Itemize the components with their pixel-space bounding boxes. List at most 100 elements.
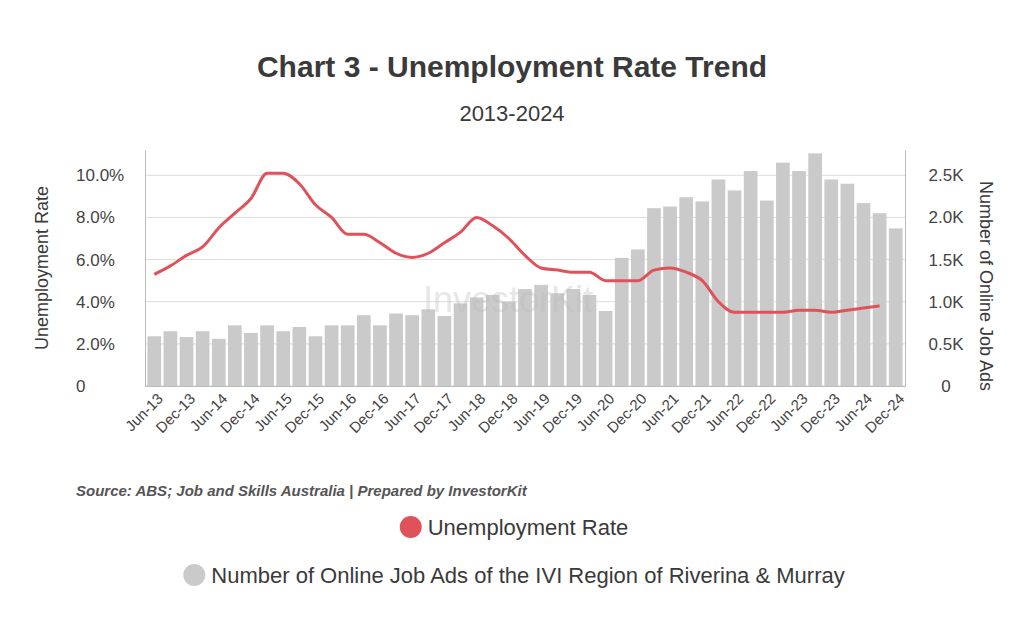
tick-label: Dec-13 [152,390,198,436]
bar [309,336,323,386]
tick-label: Dec-21 [668,390,714,436]
bar [695,201,709,386]
bar [792,171,806,386]
axis-line [145,151,146,387]
tick: 0.5K [905,335,964,354]
subtitle: 2013-2024 [459,101,564,126]
tick-label: 2.0K [929,208,965,227]
tick-label: Dec-22 [732,390,778,436]
bar [599,311,613,386]
tick-label: 2.0% [76,335,115,354]
bar [212,339,226,386]
bar [421,309,435,386]
bar [808,153,822,386]
bar [824,180,838,387]
grid-line [145,259,905,260]
bar [438,316,452,386]
bar [260,325,274,386]
bar [857,203,871,386]
legend-label: Unemployment Rate [428,515,629,540]
legend-marker [400,516,422,538]
tick-label: Dec-15 [281,390,327,436]
tick-label: 2.5K [929,166,965,185]
bar [712,180,726,387]
tick-label: 1.5K [929,251,965,270]
tick-label: 6.0% [76,251,115,270]
tick-label: 10.0% [76,166,124,185]
bar [889,228,903,386]
plot-area [147,153,902,386]
bar [728,190,742,386]
tick-label: 0 [76,377,85,396]
bar [615,258,629,386]
tick: 2.0% [76,335,145,354]
tick-label: 8.0% [76,208,115,227]
bar [663,206,677,386]
tick: 4.0% [76,293,145,312]
bar [744,171,758,386]
y-axis: 0 2.0% 4.0% 6.0% 8.0% 10.0% [76,151,146,396]
tick: 1.0K [905,293,964,312]
bar [164,331,178,386]
bar [760,201,774,386]
tick: 1.5K [905,251,964,270]
tick-label: 1.0K [929,293,965,312]
bar [776,163,790,386]
bar [147,336,161,386]
tick: 6.0% [76,251,145,270]
axis-line [905,151,906,387]
bar [647,208,661,386]
tick: 10.0% [76,166,145,185]
legend-item: Number of Online Job Ads of the IVI Regi… [183,563,844,588]
bar [373,325,387,386]
bar [244,333,258,386]
bar [631,249,645,386]
bar [405,315,419,386]
title: Chart 3 - Unemployment Rate Trend [257,50,767,83]
grid-line [145,217,905,218]
bar [196,331,210,386]
axis-line [146,386,906,387]
bar [357,315,371,386]
tick-label: Dec-17 [410,390,456,436]
y2-axis-title: Number of Online Job Ads [976,181,996,391]
tick-label: Dec-20 [603,390,649,436]
bar [679,197,693,386]
tick: 0 [905,377,951,396]
bar-series [147,153,902,386]
grid-line [145,175,905,176]
bar [180,337,194,386]
tick: Dec-24 [861,386,907,436]
legend: Unemployment Rate Number of Online Job Ad… [183,515,844,588]
watermark: InvestorKit [423,279,593,320]
bar [873,213,887,386]
tick-label: Dec-14 [217,390,263,436]
tick-label: Dec-19 [539,390,585,436]
tick: 2.0K [905,208,964,227]
x-axis: Jun-13Dec-13Jun-14Dec-14Jun-15Dec-15Jun-… [122,386,908,436]
y-axis-title: Unemployment Rate [32,186,52,350]
legend-marker [183,564,205,586]
bar [276,331,290,386]
legend-label: Number of Online Job Ads of the IVI Regi… [211,563,844,588]
source: Source: ABS; Job and Skills Australia | … [76,482,528,499]
tick-label: 0.5K [929,335,965,354]
tick-label: Dec-24 [861,390,907,436]
legend-item: Unemployment Rate [400,515,629,540]
tick: 2.5K [905,166,964,185]
bar [389,314,403,386]
tick: 0 [76,377,145,396]
y2-axis: 0 0.5K 1.0K 1.5K 2.0K 2.5K [905,151,964,396]
tick-label: 0 [941,377,950,396]
tick: 8.0% [76,208,145,227]
tick-label: Dec-23 [797,390,843,436]
tick-label: 4.0% [76,293,115,312]
chart: Chart 3 - Unemployment Rate Trend 2013-20… [0,0,1024,630]
grid [145,175,905,386]
bar [341,325,355,386]
tick-label: Dec-18 [474,390,520,436]
bar [292,327,306,386]
tick-label: Dec-16 [346,390,392,436]
bar [228,325,242,386]
bar [325,325,339,386]
